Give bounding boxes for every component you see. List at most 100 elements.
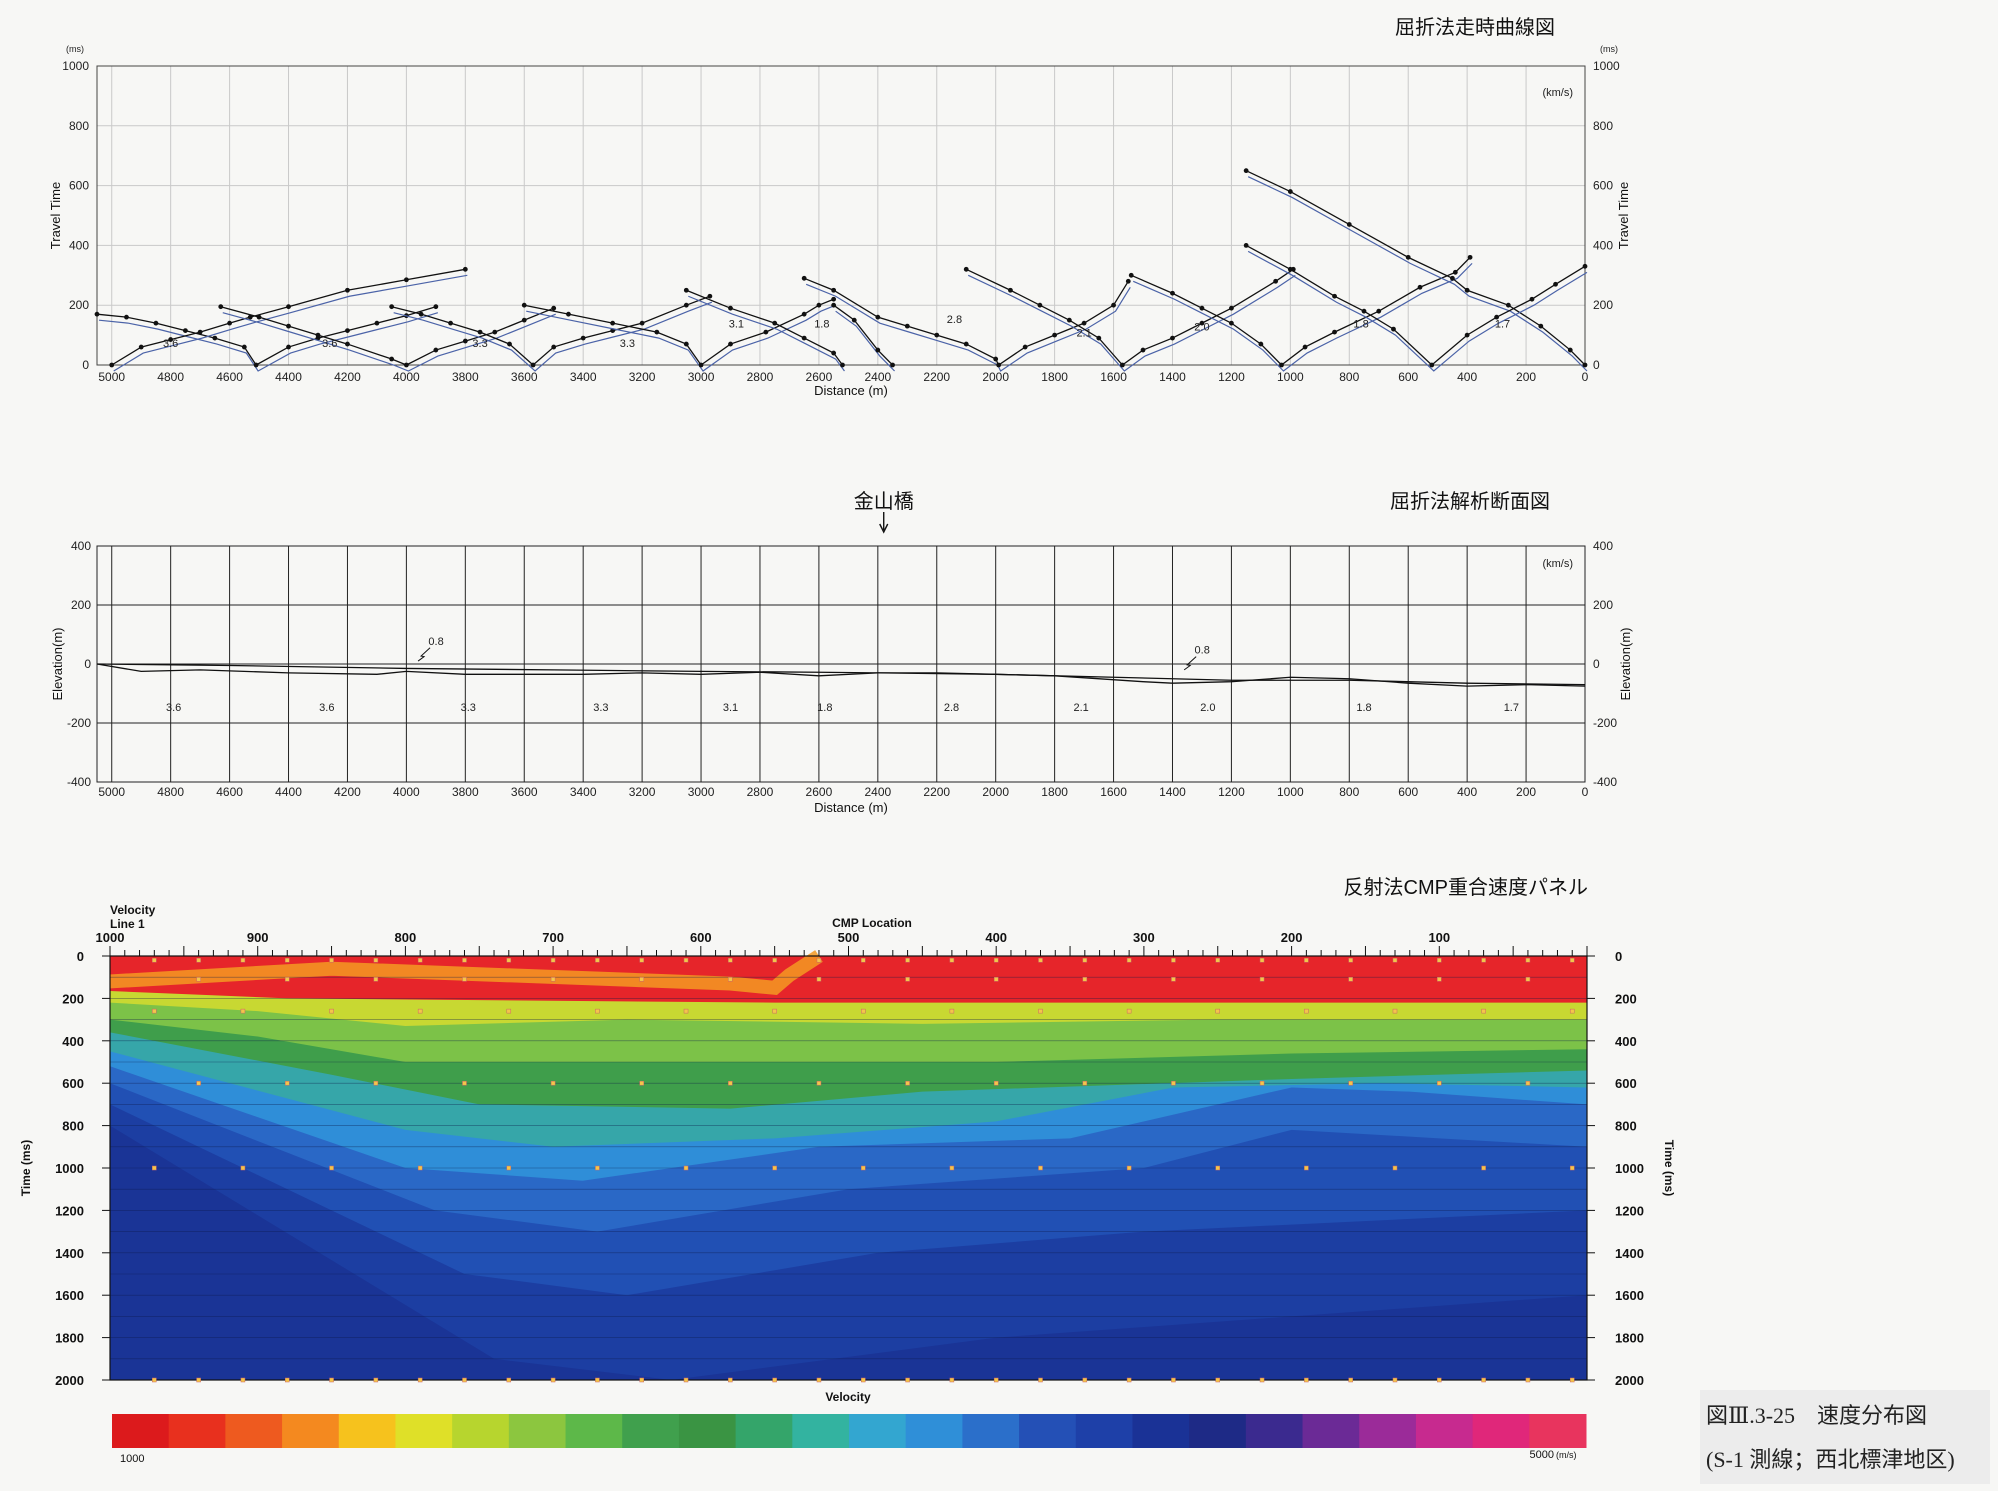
velocity-panel-xlabel: CMP Location bbox=[832, 916, 912, 930]
traveltime-calc-line bbox=[98, 312, 439, 372]
section-xtick-label: 1400 bbox=[1159, 785, 1186, 799]
velocity-panel-xtick-label: 1000 bbox=[96, 930, 125, 945]
traveltime-point bbox=[831, 287, 837, 293]
traveltime-velocity-label: 1.7 bbox=[1495, 319, 1510, 331]
velocity-pick-marker bbox=[1082, 1080, 1088, 1086]
velocity-pick-marker bbox=[1304, 1165, 1309, 1171]
velocity-panel-ytick-label-right: 600 bbox=[1615, 1076, 1637, 1091]
velocity-band bbox=[110, 1125, 1587, 1380]
traveltime-point bbox=[433, 304, 439, 310]
velocity-pick-marker bbox=[1082, 977, 1088, 982]
traveltime-point bbox=[816, 302, 822, 308]
colorbar-swatch bbox=[1075, 1414, 1133, 1448]
velocity-pick-marker bbox=[284, 1080, 290, 1086]
velocity-pick-marker bbox=[1525, 1080, 1531, 1086]
traveltime-point bbox=[1243, 243, 1249, 248]
velocity-pick-marker bbox=[772, 957, 777, 963]
section-xtick-label: 4800 bbox=[157, 785, 184, 799]
colorbar-max-label: 5000 bbox=[1530, 1449, 1554, 1461]
velocity-pick-marker bbox=[1259, 1377, 1265, 1383]
velocity-pick-marker bbox=[1171, 957, 1176, 963]
section-xtick-label: 4400 bbox=[275, 785, 302, 799]
traveltime-yunit-left: (ms) bbox=[66, 44, 84, 54]
traveltime-point bbox=[1332, 329, 1337, 335]
velocity-pick-marker bbox=[1525, 977, 1531, 982]
velocity-pick-marker bbox=[329, 1008, 334, 1014]
velocity-pick-marker bbox=[1215, 1377, 1220, 1383]
velocity-pick-marker bbox=[905, 977, 910, 982]
velocity-pick-marker bbox=[196, 1377, 201, 1383]
colorbar-swatch bbox=[225, 1414, 283, 1448]
section-xtick-label: 2800 bbox=[747, 785, 774, 799]
traveltime-xtick-label: 600 bbox=[1398, 370, 1418, 384]
section-callout-label: 0.8 bbox=[428, 636, 443, 648]
traveltime-point bbox=[875, 314, 881, 320]
traveltime-xtick-label: 0 bbox=[1582, 370, 1589, 384]
velocity-pick-marker bbox=[683, 1377, 689, 1383]
velocity-panel-xtick-label: 400 bbox=[985, 930, 1007, 945]
velocity-pick-marker bbox=[550, 977, 556, 982]
traveltime-point bbox=[530, 362, 536, 368]
velocity-pick-marker bbox=[595, 1165, 600, 1171]
traveltime-xtick-label: 5000 bbox=[98, 370, 125, 384]
velocity-pick-marker bbox=[417, 1008, 423, 1014]
velocity-pick-marker bbox=[1525, 957, 1531, 963]
velocity-pick-marker bbox=[728, 977, 733, 982]
velocity-pick-marker bbox=[284, 977, 290, 982]
traveltime-point bbox=[801, 335, 807, 341]
traveltime-xtick-label: 3600 bbox=[511, 370, 538, 384]
velocity-pick-marker bbox=[728, 957, 733, 963]
colorbar-swatch bbox=[168, 1414, 226, 1448]
section-ytick-label-right: -200 bbox=[1593, 716, 1617, 730]
colorbar-unit-label: (m/s) bbox=[1556, 1450, 1577, 1460]
traveltime-xtick-label: 3400 bbox=[570, 370, 597, 384]
traveltime-ytick-label-right: 600 bbox=[1593, 179, 1613, 193]
traveltime-velocity-label: 2.1 bbox=[1076, 328, 1091, 340]
traveltime-point bbox=[1273, 278, 1279, 284]
traveltime-calc-line bbox=[835, 310, 895, 372]
section-xtick-label: 1000 bbox=[1277, 785, 1304, 799]
colorbar-swatch bbox=[1415, 1414, 1474, 1448]
traveltime-point bbox=[286, 304, 291, 310]
traveltime-point bbox=[993, 356, 999, 362]
traveltime-point bbox=[683, 341, 689, 347]
velocity-pick-marker bbox=[196, 957, 201, 963]
velocity-pick-marker bbox=[1038, 1165, 1043, 1171]
traveltime-point bbox=[963, 341, 969, 347]
traveltime-calc-line bbox=[526, 304, 836, 372]
traveltime-point bbox=[1037, 302, 1043, 308]
section-xtick-label: 2200 bbox=[923, 785, 950, 799]
velocity-panel-xtick-label: 300 bbox=[1133, 930, 1155, 945]
velocity-panel-ytick-label-right: 1600 bbox=[1615, 1288, 1644, 1303]
velocity-pick-marker bbox=[196, 977, 201, 982]
traveltime-ytick-label-right: 0 bbox=[1593, 358, 1600, 372]
traveltime-point bbox=[1243, 168, 1249, 174]
velocity-pick-marker bbox=[240, 1165, 246, 1171]
section-velocity-label: 2.8 bbox=[944, 702, 959, 714]
traveltime-calc-line bbox=[967, 274, 1296, 372]
traveltime-velocity-label: 2.0 bbox=[1194, 322, 1209, 334]
velocity-pick-marker bbox=[550, 1377, 556, 1383]
traveltime-xtick-label: 800 bbox=[1339, 370, 1359, 384]
section-ytick-label-right: -400 bbox=[1593, 775, 1617, 789]
traveltime-point bbox=[840, 362, 845, 368]
traveltime-point bbox=[492, 329, 498, 335]
traveltime-point bbox=[521, 317, 527, 323]
velocity-pick-marker bbox=[816, 1377, 822, 1383]
traveltime-point bbox=[1361, 308, 1367, 314]
velocity-pick-marker bbox=[772, 1008, 777, 1014]
traveltime-point bbox=[345, 328, 350, 334]
section-xtick-label: 600 bbox=[1398, 785, 1418, 799]
traveltime-point bbox=[1140, 347, 1146, 353]
traveltime-point bbox=[1567, 347, 1573, 353]
velocity-pick-marker bbox=[373, 1377, 379, 1383]
velocity-pick-marker bbox=[1569, 957, 1575, 963]
section-xtick-label: 1600 bbox=[1100, 785, 1127, 799]
traveltime-point bbox=[1505, 302, 1511, 308]
traveltime-series-line bbox=[391, 295, 711, 366]
velocity-panel-ytick-label-left: 1000 bbox=[55, 1161, 84, 1176]
traveltime-point bbox=[403, 277, 409, 283]
traveltime-point bbox=[227, 320, 232, 326]
traveltime-point bbox=[801, 275, 807, 281]
traveltime-xtick-label: 4200 bbox=[334, 370, 361, 384]
